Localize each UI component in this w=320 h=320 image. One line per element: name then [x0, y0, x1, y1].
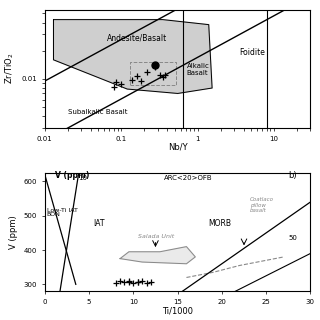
Text: Low-Ti IAT: Low-Ti IAT — [47, 208, 77, 213]
Text: Alkalic
Basalt: Alkalic Basalt — [187, 63, 210, 76]
Text: 50: 50 — [288, 235, 297, 241]
Text: 10: 10 — [78, 175, 87, 181]
Text: V (ppm): V (ppm) — [55, 171, 90, 180]
X-axis label: Nb/Y: Nb/Y — [168, 143, 188, 152]
Y-axis label: V (ppm): V (ppm) — [9, 215, 18, 249]
Text: Coatlaco
pillow
basalt: Coatlaco pillow basalt — [250, 197, 274, 213]
Text: MORB: MORB — [209, 219, 232, 228]
Polygon shape — [53, 20, 212, 93]
X-axis label: Ti/1000: Ti/1000 — [162, 306, 193, 315]
Polygon shape — [120, 247, 195, 264]
Text: Salada Unit: Salada Unit — [138, 234, 174, 239]
Text: Foidite: Foidite — [239, 48, 265, 57]
Text: ARC<20>OFB: ARC<20>OFB — [164, 175, 213, 181]
Text: BON: BON — [47, 212, 60, 217]
Y-axis label: Zr/TiO$_2$: Zr/TiO$_2$ — [3, 53, 16, 84]
Text: IAT: IAT — [93, 219, 105, 228]
Text: Andesite/Basalt: Andesite/Basalt — [107, 33, 167, 42]
Text: Subalkalic Basalt: Subalkalic Basalt — [68, 109, 127, 115]
Text: b): b) — [288, 171, 297, 180]
